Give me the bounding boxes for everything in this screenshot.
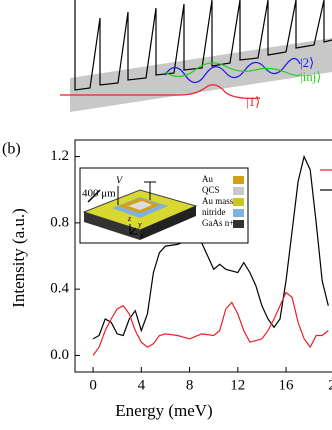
device-side [84, 212, 140, 240]
legend-label: Au mass [202, 196, 234, 206]
band-region [70, 38, 332, 112]
band-diagram: |2⟩ |inj⟩ |1⟩ [60, 0, 332, 112]
wavefunction-2 [164, 57, 301, 84]
axis-name: z [127, 214, 132, 223]
legend-swatch [233, 176, 244, 184]
wavefunction-inj [164, 62, 301, 78]
wavefunction-1 [60, 84, 261, 99]
device-side [140, 206, 196, 240]
potential-profile [74, 0, 332, 91]
x-axis-label: Energy (meV) [115, 401, 212, 420]
x-tick-label: 2 [328, 377, 332, 393]
legend-swatch [233, 220, 244, 228]
size-arrow [87, 189, 101, 203]
y-tick-label: 1.2 [50, 148, 69, 164]
legend-label: GaAs n+ [202, 218, 234, 228]
legend-label: nitride [202, 207, 226, 217]
data-line [92, 154, 329, 340]
legend-swatch [233, 209, 244, 217]
data-line [92, 291, 329, 356]
legend-swatch [233, 198, 244, 206]
axis-name: x [139, 231, 144, 240]
legend-label: Au [202, 174, 213, 184]
inset-label: 400 μm [82, 188, 116, 200]
y-tick-label: 0.8 [50, 214, 69, 230]
axis-name: y [137, 220, 142, 229]
state-label: |1⟩ [246, 94, 260, 109]
device-qcs [128, 201, 152, 210]
legend-label: QCS [202, 185, 220, 195]
x-tick-label: 12 [230, 377, 245, 393]
x-tick-label: 4 [138, 377, 146, 393]
y-axis-label: Intensity (a.u.) [9, 208, 28, 308]
x-tick-label: 8 [186, 377, 194, 393]
plot-frame [74, 139, 332, 373]
legend-swatch [233, 187, 244, 195]
panel-label: (b) [2, 141, 21, 158]
y-tick-label: 0.0 [50, 347, 69, 363]
state-label: |2⟩ [300, 55, 314, 70]
x-tick-label: 16 [279, 377, 295, 393]
y-tick-label: 0.4 [50, 281, 69, 297]
x-tick-label: 0 [89, 377, 97, 393]
axis-arrow [129, 227, 137, 235]
state-label: |inj⟩ [300, 69, 321, 84]
inset-label: V [116, 175, 124, 186]
